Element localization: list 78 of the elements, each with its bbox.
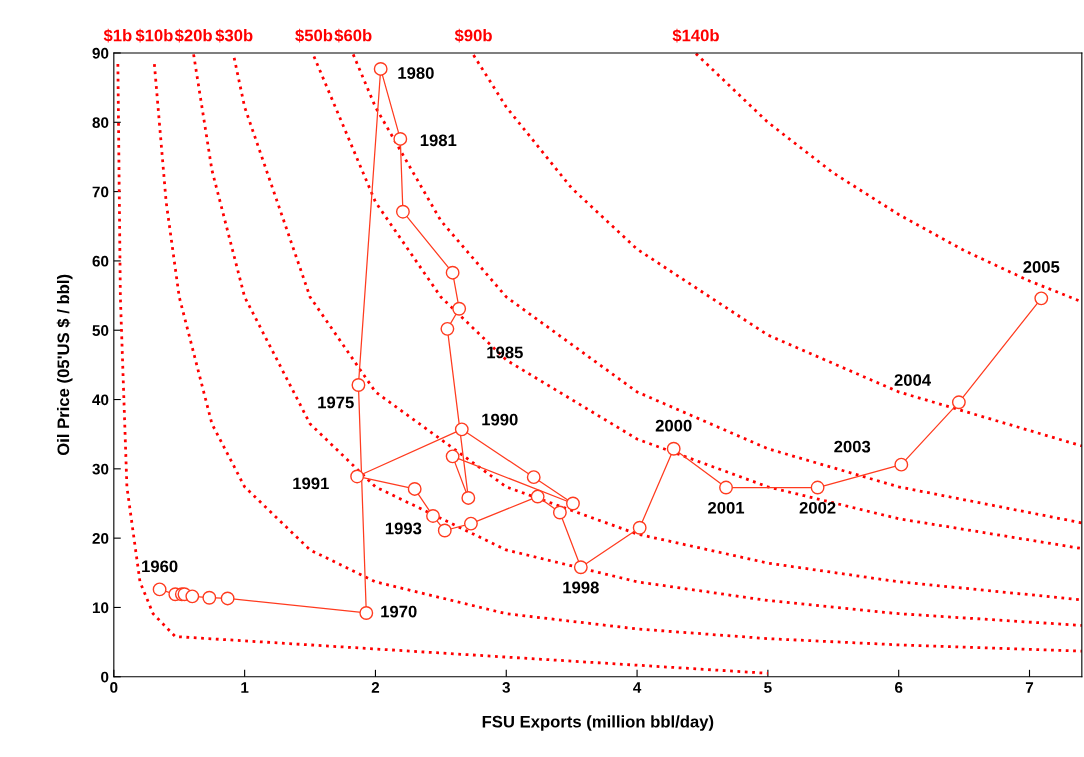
point bbox=[566, 496, 580, 511]
series-label: $30b bbox=[215, 28, 253, 43]
annotation: 1990 bbox=[482, 413, 518, 426]
x-tick-label: 4 bbox=[633, 682, 642, 693]
point bbox=[951, 395, 966, 410]
point bbox=[185, 589, 200, 604]
annotation: 1991 bbox=[293, 477, 329, 490]
annotation: 2001 bbox=[708, 501, 745, 514]
annotation: 1985 bbox=[487, 346, 523, 359]
point bbox=[359, 606, 374, 620]
point bbox=[395, 204, 410, 219]
y-axis-title: Oil Price (05'US $ / bbl) bbox=[56, 274, 73, 456]
x-tick-label: 2 bbox=[371, 682, 380, 693]
y-tick-label: 70 bbox=[92, 186, 109, 198]
x-tick-label: 0 bbox=[110, 682, 118, 693]
point bbox=[393, 131, 408, 146]
point bbox=[452, 301, 467, 316]
point bbox=[810, 480, 825, 495]
annotation: 1975 bbox=[318, 396, 354, 409]
point bbox=[894, 457, 909, 472]
x-tick-label: 5 bbox=[764, 682, 772, 693]
x-tick-label: 6 bbox=[895, 682, 903, 693]
line-series bbox=[116, 62, 770, 675]
point bbox=[426, 509, 440, 523]
point bbox=[454, 422, 469, 437]
x-tick-label: 1 bbox=[241, 682, 249, 693]
series-label: $10b bbox=[135, 28, 173, 43]
point bbox=[220, 591, 235, 606]
y-tick-label: 50 bbox=[92, 325, 109, 336]
y-tick-label: 90 bbox=[92, 47, 109, 59]
y-tick-label: 0 bbox=[101, 671, 109, 683]
series-label: $50b bbox=[295, 28, 333, 43]
y-tick-label: 10 bbox=[92, 602, 109, 614]
annotation: 1980 bbox=[398, 67, 434, 79]
y-tick-label: 80 bbox=[92, 117, 109, 128]
point bbox=[632, 520, 647, 535]
point bbox=[666, 441, 681, 456]
point bbox=[719, 480, 733, 495]
x-tick-label: 7 bbox=[1025, 682, 1034, 693]
point bbox=[350, 469, 365, 484]
point bbox=[440, 321, 455, 336]
point bbox=[573, 560, 588, 575]
annotation: 2002 bbox=[799, 501, 836, 514]
point bbox=[445, 265, 460, 280]
annotation: 2004 bbox=[894, 374, 931, 386]
point bbox=[1034, 291, 1049, 306]
series-label: $140b bbox=[672, 28, 719, 43]
point bbox=[407, 481, 422, 496]
series-label: $90b bbox=[454, 28, 492, 43]
annotation: 1993 bbox=[385, 522, 422, 535]
annotation: 2003 bbox=[834, 440, 871, 453]
point bbox=[552, 505, 567, 520]
line-series bbox=[694, 52, 1082, 304]
series-label: $1b bbox=[103, 28, 132, 43]
x-axis-title: FSU Exports (million bbl/day) bbox=[482, 715, 714, 731]
x-tick-label: 3 bbox=[502, 682, 510, 693]
point bbox=[445, 449, 460, 464]
annotation: 1998 bbox=[563, 581, 599, 594]
series-label: $60b bbox=[334, 28, 372, 43]
series-label: $20b bbox=[174, 28, 212, 43]
annotation: 2000 bbox=[655, 419, 692, 432]
point bbox=[152, 582, 167, 597]
point bbox=[202, 590, 217, 605]
annotation: 1981 bbox=[420, 134, 457, 147]
annotation: 1970 bbox=[381, 605, 417, 618]
point bbox=[461, 490, 476, 505]
y-tick-label: 20 bbox=[92, 533, 109, 544]
y-tick-label: 60 bbox=[92, 255, 109, 267]
y-tick-label: 40 bbox=[92, 394, 109, 406]
y-tick-label: 30 bbox=[92, 463, 109, 475]
point bbox=[526, 470, 541, 485]
annotation: 1960 bbox=[142, 560, 178, 573]
annotation: 2005 bbox=[1023, 261, 1060, 273]
point bbox=[437, 523, 452, 538]
point bbox=[373, 61, 388, 76]
point bbox=[530, 489, 545, 504]
point bbox=[351, 378, 366, 392]
point bbox=[463, 516, 478, 531]
